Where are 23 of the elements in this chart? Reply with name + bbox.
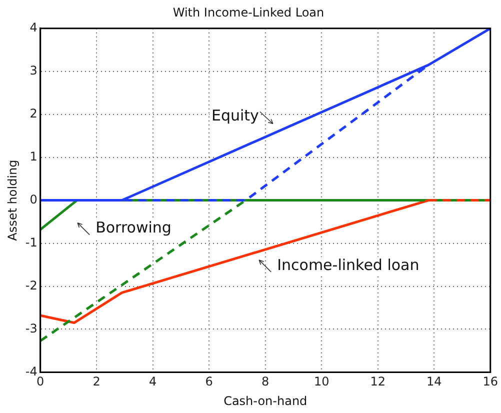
y-tick-label: 1 xyxy=(30,149,38,164)
x-tick-label: 12 xyxy=(370,374,386,389)
x-tick-label: 16 xyxy=(482,374,498,389)
y-tick-label: 2 xyxy=(30,106,38,120)
y-tick-label: 4 xyxy=(30,20,38,35)
y-tick-label: -3 xyxy=(25,321,38,336)
x-tick-label: 10 xyxy=(314,374,330,389)
annotation: Income-linked loan xyxy=(277,256,420,274)
annotation: Equity xyxy=(211,106,260,125)
chart-title: With Income-Linked Loan xyxy=(172,5,324,20)
x-tick-label: 4 xyxy=(149,374,157,389)
x-tick-label: 2 xyxy=(92,374,100,389)
y-tick-label: -1 xyxy=(25,235,38,250)
y-tick-label: 3 xyxy=(30,64,38,78)
y-tick-label: -2 xyxy=(25,278,38,292)
x-tick-label: 8 xyxy=(262,374,270,389)
x-tick-label: 6 xyxy=(205,374,213,389)
y-tick-label: 0 xyxy=(30,192,38,206)
annotation: Borrowing xyxy=(96,218,172,237)
x-axis-title: Cash-on-hand xyxy=(224,394,308,408)
x-tick-label: 14 xyxy=(426,374,442,389)
y-tick-label: -4 xyxy=(25,364,38,378)
y-axis-title: Asset holding xyxy=(5,160,20,241)
